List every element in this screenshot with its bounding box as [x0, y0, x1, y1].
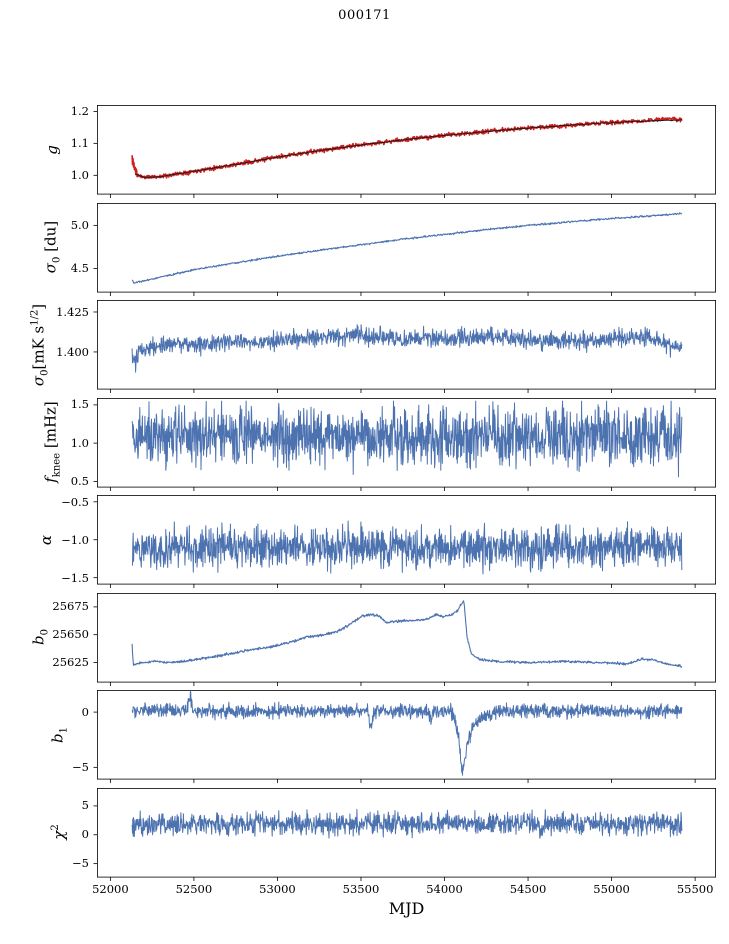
y-axis-label-chi2: χ2: [50, 825, 68, 840]
panel-b0: 25625 25650 25675 b0: [0, 592, 729, 686]
axes-border: [97, 787, 717, 877]
axes-border: [97, 105, 717, 195]
x-tick-label: 53500: [342, 882, 380, 896]
y-tick-label: 0: [81, 827, 89, 842]
panel-sigma0_mK: 1.400 1.425 σ0[mK s1/2]: [0, 300, 729, 393]
y-tick-label: 25625: [52, 654, 89, 669]
series-line-b0: [131, 599, 683, 668]
y-axis-label-b1: b1: [48, 727, 69, 743]
y-tick-label: 4.5: [70, 260, 89, 275]
y-tick-label: 25650: [52, 627, 89, 642]
y-axis-label-part: σ: [41, 263, 60, 274]
panel-b1: −5 0 b1: [0, 690, 729, 783]
y-tick-label: 25675: [52, 599, 89, 614]
series-line-g-data: [131, 116, 683, 180]
y-tick-label: −5: [72, 760, 89, 775]
y-axis-label-part: χ: [49, 830, 68, 840]
y-tick-label: 5.0: [70, 217, 89, 232]
y-tick-label: −0.5: [61, 494, 89, 509]
y-axis-label-part: b: [29, 635, 48, 646]
x-tick-label: 55000: [593, 882, 630, 896]
series-line-b1: [131, 690, 683, 776]
y-axis-label-part: f: [41, 477, 60, 484]
y-tick-label: 0.5: [70, 473, 89, 488]
axes-border: [97, 592, 717, 682]
plot-area-b1: [93, 690, 717, 783]
y-tick-label: −1.0: [61, 532, 89, 547]
x-tick-label: 54000: [426, 882, 463, 896]
y-axis-label-part: α: [37, 534, 56, 545]
y-axis-label-part: b: [48, 733, 67, 743]
axes-border: [97, 690, 717, 780]
series-line-g-fit: [135, 119, 682, 178]
panel-alpha: −0.5 −1.0 −1.5 α: [0, 494, 729, 588]
plot-area-sigma0_mK: [93, 300, 717, 393]
y-tick-label: 1.0: [70, 435, 89, 450]
axes-border: [97, 202, 717, 292]
panel-f_knee: 0.5 1.0 1.5 fknee [mHz]: [0, 397, 729, 491]
plot-area-sigma0_du: [93, 202, 717, 296]
plot-area-alpha: [93, 495, 717, 588]
y-axis-label-part: g: [43, 144, 62, 155]
plot-area-b0: [93, 592, 717, 686]
series-line-sigma0-du: [131, 211, 683, 284]
y-axis-label-part: [mK s: [29, 325, 48, 370]
plot-area-chi2: [93, 787, 717, 881]
y-tick-label: 1.5: [70, 397, 89, 412]
axes-border: [97, 397, 717, 487]
panel-g: 1.0 1.1 1.2 g: [0, 104, 729, 198]
x-tick-label: 54500: [509, 882, 547, 896]
y-axis-label-part: knee: [51, 453, 63, 478]
y-axis-label-sigma0_mK: σ0[mK s1/2]: [30, 304, 51, 386]
y-tick-label: 1.425: [56, 304, 89, 319]
x-tick-label: 52000: [92, 882, 129, 896]
y-tick-label: −5: [72, 856, 89, 871]
panel-chi2: −5 0 5 χ2: [0, 787, 729, 881]
x-tick-label: 55500: [676, 882, 714, 896]
x-tick-label: 53000: [259, 882, 296, 896]
y-axis-label-part: 0: [39, 629, 51, 636]
x-axis-title: MJD: [388, 899, 425, 918]
plot-area-f_knee: [93, 397, 717, 491]
y-tick-label: −1.5: [61, 570, 89, 585]
axes-border: [97, 300, 717, 390]
plot-area-g: [93, 105, 717, 198]
y-tick-label: 1.2: [70, 104, 89, 119]
y-axis-label-part: 0: [51, 256, 63, 264]
y-axis-label-part: [du]: [41, 221, 60, 257]
y-axis-label-part: 1: [58, 726, 70, 734]
panel-sigma0_du: 4.5 5.0 σ0 [du]: [0, 202, 729, 296]
series-line-chi2: [131, 808, 683, 839]
series-line-fknee: [131, 400, 683, 477]
y-axis-label-part: 0: [39, 369, 51, 376]
y-tick-label: 5: [81, 798, 89, 813]
y-axis-label-part: σ: [29, 375, 48, 386]
y-axis-label-part: 1/2: [29, 309, 41, 326]
series-line-sigma0-mk: [131, 324, 683, 373]
y-axis-label-part: [mHz]: [41, 401, 60, 454]
y-axis-label-g: g: [43, 145, 61, 155]
y-axis-label-f_knee: fknee [mHz]: [42, 401, 63, 483]
x-tick-label: 52500: [175, 882, 213, 896]
figure-title: 000171: [338, 8, 391, 23]
y-tick-label: 1.1: [70, 136, 89, 151]
y-tick-label: 1.0: [70, 168, 89, 183]
series-line-alpha: [132, 520, 683, 575]
y-axis-label-part: 2: [49, 824, 61, 831]
y-axis-label-part: ]: [29, 303, 48, 310]
y-axis-label-sigma0_du: σ0 [du]: [42, 221, 63, 273]
y-axis-label-b0: b0: [30, 629, 51, 645]
axes-border: [97, 495, 717, 585]
y-axis-label-alpha: α: [37, 535, 55, 545]
y-tick-label: 0: [81, 705, 89, 720]
y-tick-label: 1.400: [56, 344, 89, 359]
